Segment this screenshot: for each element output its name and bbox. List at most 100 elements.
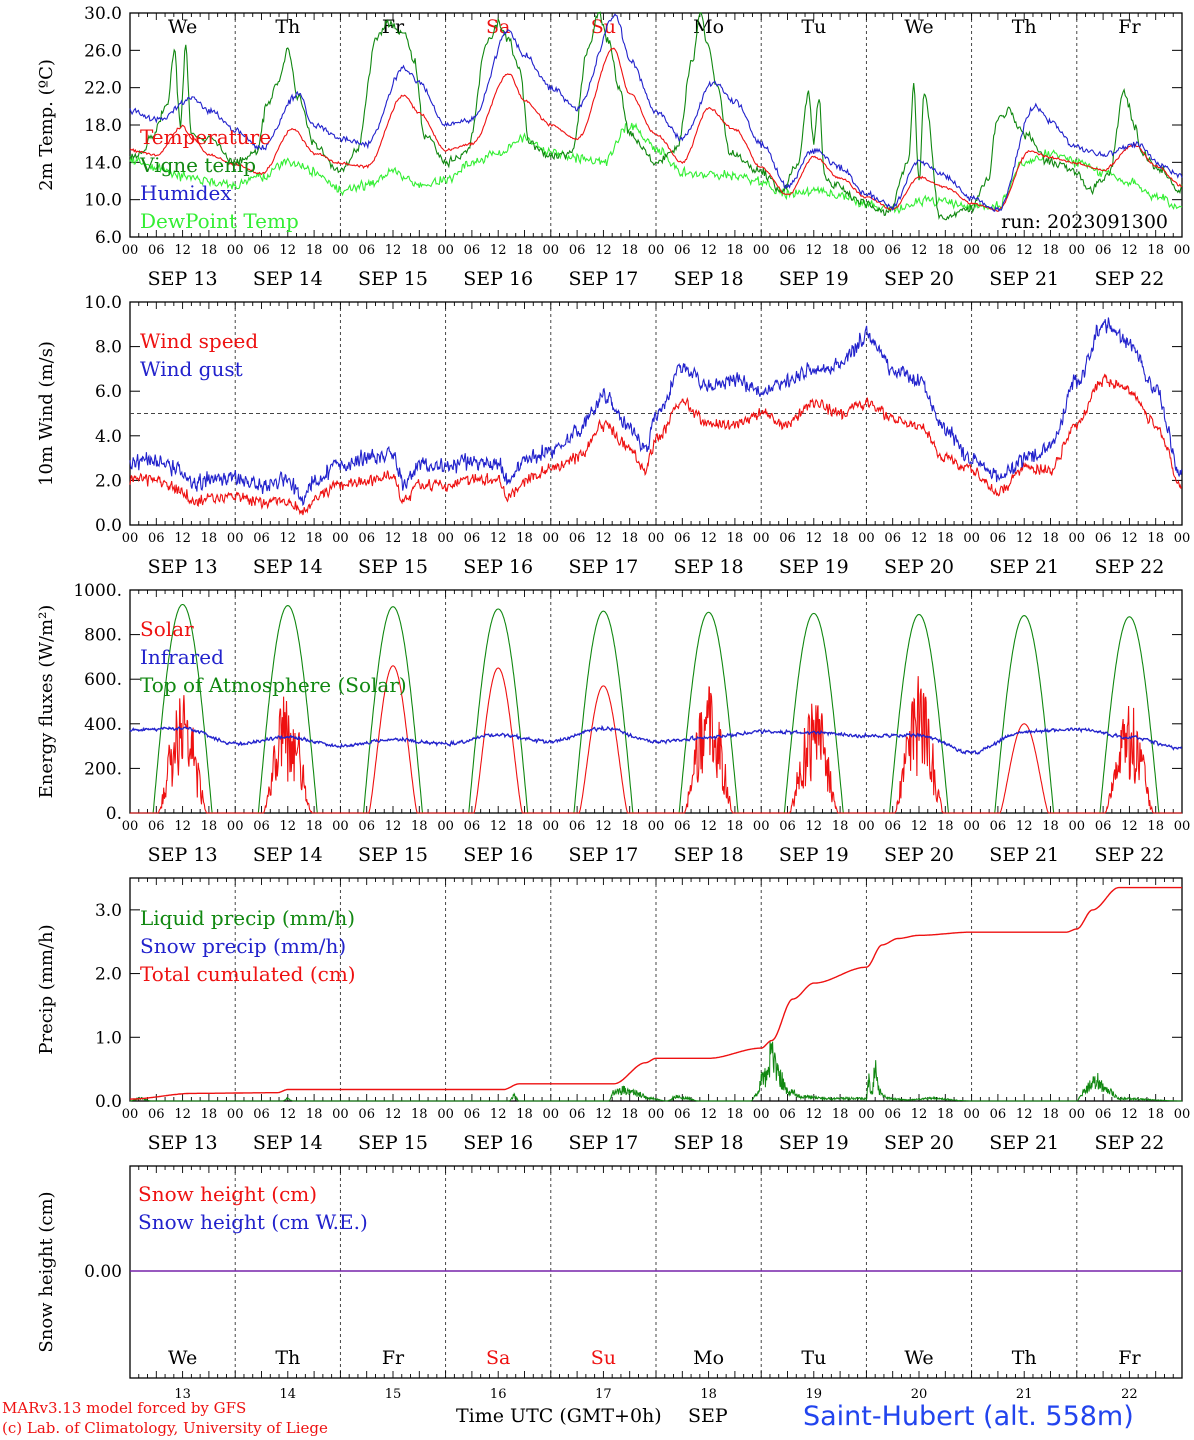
hour-tick-label: 06 <box>253 1107 270 1122</box>
series-line-top-of-atmosphere <box>130 603 1182 814</box>
hour-tick-label: 18 <box>411 243 428 258</box>
hour-tick-label: 06 <box>569 819 586 834</box>
hour-tick-label: 06 <box>464 531 481 546</box>
date-label: SEP 18 <box>674 268 744 290</box>
hour-tick-label: 18 <box>727 819 744 834</box>
time-axis-label: Time UTC (GMT+0h) <box>456 1405 662 1427</box>
hour-tick-label: 12 <box>911 1107 928 1122</box>
date-label: SEP 15 <box>358 556 428 578</box>
day-number-label: 18 <box>700 1387 717 1402</box>
hour-tick-label: 18 <box>1042 1107 1059 1122</box>
hour-tick-label: 00 <box>332 1107 349 1122</box>
date-label: SEP 13 <box>148 844 218 866</box>
legend-entry: Humidex <box>140 181 232 205</box>
hour-tick-label: 18 <box>832 819 849 834</box>
date-label: SEP 22 <box>1094 268 1164 290</box>
date-label: SEP 22 <box>1094 556 1164 578</box>
y-tick-label: 1.0 <box>95 1028 122 1048</box>
series-line-wind-gust <box>129 317 1183 507</box>
hour-tick-label: 18 <box>516 819 533 834</box>
weekday-label: We <box>904 16 933 38</box>
hour-tick-label: 00 <box>437 243 454 258</box>
hour-tick-label: 12 <box>595 531 612 546</box>
hour-tick-label: 18 <box>727 1107 744 1122</box>
weekday-label: Fr <box>382 1347 405 1369</box>
hour-tick-label: 18 <box>411 531 428 546</box>
hour-tick-label: 18 <box>306 819 323 834</box>
hour-tick-label: 18 <box>621 819 638 834</box>
day-number-label: 14 <box>280 1387 297 1402</box>
hour-tick-label: 00 <box>858 1107 875 1122</box>
y-axis-title: Snow height (cm) <box>36 1191 57 1352</box>
series-line-wind-speed <box>129 373 1183 516</box>
hour-tick-label: 12 <box>806 531 823 546</box>
hour-tick-label: 18 <box>621 243 638 258</box>
date-label: SEP 20 <box>884 268 954 290</box>
weekday-label: Mo <box>693 16 724 38</box>
hour-tick-label: 00 <box>753 243 770 258</box>
legend-entry: Temperature <box>140 125 271 149</box>
legend-entry: Total cumulated (cm) <box>140 962 356 986</box>
run-annotation: run: 2023091300 <box>1001 211 1168 233</box>
hour-tick-label: 00 <box>753 531 770 546</box>
series-line-solar <box>130 665 1182 814</box>
day-number-label: 13 <box>174 1387 191 1402</box>
legend-entry: Liquid precip (mm/h) <box>140 906 355 930</box>
hour-tick-label: 06 <box>674 819 691 834</box>
hour-tick-label: 12 <box>700 243 717 258</box>
date-label: SEP 20 <box>884 556 954 578</box>
hour-tick-label: 06 <box>990 531 1007 546</box>
hour-tick-label: 00 <box>543 243 560 258</box>
hour-tick-label: 06 <box>464 243 481 258</box>
hour-tick-label: 06 <box>358 1107 375 1122</box>
y-axis-title: 10m Wind (m/s) <box>36 341 57 486</box>
day-number-label: 17 <box>595 1387 612 1402</box>
hour-tick-label: 18 <box>411 1107 428 1122</box>
hour-tick-label: 12 <box>806 1107 823 1122</box>
hour-tick-label: 18 <box>1147 1107 1164 1122</box>
hour-tick-label: 00 <box>227 243 244 258</box>
weekday-label: Tu <box>801 1347 826 1369</box>
hour-tick-label: 00 <box>1069 819 1086 834</box>
date-label: SEP 21 <box>989 1132 1059 1154</box>
hour-tick-label: 00 <box>227 1107 244 1122</box>
hour-tick-label: 12 <box>1016 531 1033 546</box>
hour-tick-label: 00 <box>648 243 665 258</box>
legend-entry: Snow height (cm) <box>138 1182 317 1206</box>
date-label: SEP 13 <box>148 1132 218 1154</box>
hour-tick-label: 06 <box>148 243 165 258</box>
hour-tick-label: 18 <box>621 531 638 546</box>
hour-tick-label: 18 <box>1042 819 1059 834</box>
y-tick-label: 26.0 <box>84 41 122 61</box>
y-tick-label: 2.0 <box>95 965 122 985</box>
hour-tick-label: 06 <box>148 531 165 546</box>
hour-tick-label: 18 <box>832 531 849 546</box>
y-tick-label: 800. <box>84 626 122 646</box>
date-label: SEP 18 <box>674 1132 744 1154</box>
hour-tick-label: 00 <box>753 819 770 834</box>
y-axis-title: 2m Temp. (ºC) <box>36 59 57 191</box>
hour-tick-label: 12 <box>1121 1107 1138 1122</box>
date-label: SEP 13 <box>148 556 218 578</box>
legend-entry: Wind speed <box>140 329 258 353</box>
hour-tick-label: 00 <box>963 819 980 834</box>
y-axis-title: Precip (mm/h) <box>36 924 57 1054</box>
hour-tick-label: 12 <box>490 243 507 258</box>
lab-credit: (c) Lab. of Climatology, University of L… <box>2 1419 328 1437</box>
hour-tick-label: 00 <box>648 819 665 834</box>
date-label: SEP 19 <box>779 844 849 866</box>
hour-tick-label: 12 <box>911 819 928 834</box>
hour-tick-label: 06 <box>884 1107 901 1122</box>
date-label: SEP 22 <box>1094 844 1164 866</box>
hour-tick-label: 06 <box>779 243 796 258</box>
date-label: SEP 14 <box>253 844 323 866</box>
hour-tick-label: 12 <box>700 819 717 834</box>
weekday-label: Sa <box>486 1347 510 1369</box>
day-number-label: 19 <box>806 1387 823 1402</box>
weekday-label: We <box>168 16 197 38</box>
y-tick-label: 0. <box>106 804 122 824</box>
weekday-label: Tu <box>801 16 826 38</box>
hour-tick-label: 18 <box>306 243 323 258</box>
hour-tick-label: 06 <box>674 531 691 546</box>
y-tick-label: 14.0 <box>84 153 122 173</box>
